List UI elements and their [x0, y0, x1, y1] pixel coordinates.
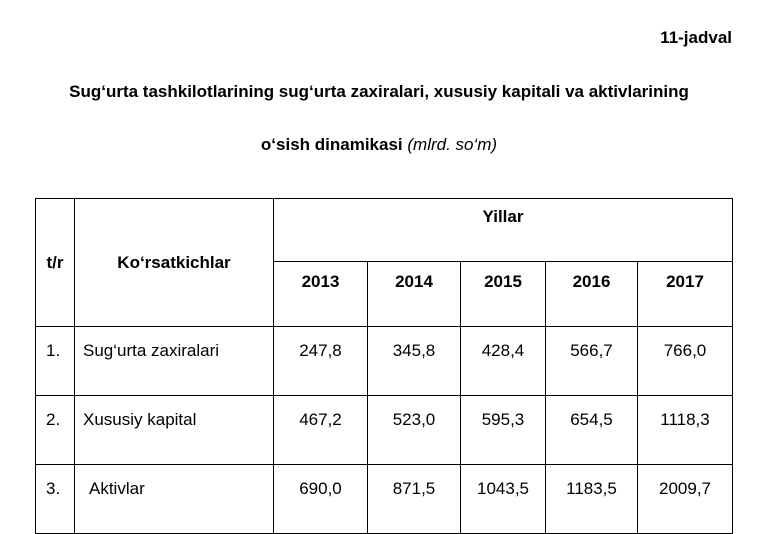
table-number: 11-jadval	[660, 28, 732, 47]
row-value: 690,0	[273, 464, 368, 534]
table-row: 3. Aktivlar 690,0 871,5 1043,5 1183,5 20…	[35, 464, 733, 534]
table-row: 2. Xususiy kapital 467,2 523,0 595,3 654…	[35, 395, 733, 465]
row-indicator: Xususiy kapital	[74, 395, 274, 465]
row-value: 871,5	[367, 464, 461, 534]
row-value: 2009,7	[637, 464, 733, 534]
header-year: 2013	[273, 261, 368, 327]
header-years-group: Yillar	[273, 198, 733, 262]
row-value: 1183,5	[545, 464, 638, 534]
row-indicator: Aktivlar	[74, 464, 274, 534]
row-value: 467,2	[273, 395, 368, 465]
table-title-text: o‘sish dinamikasi	[260, 135, 403, 154]
table-title-line-1: Sug‘urta tashkilotlarining sug‘urta zaxi…	[69, 82, 689, 101]
row-value: 654,5	[545, 395, 638, 465]
row-number: 1.	[35, 326, 75, 396]
data-table: t/r Ko‘rsatkichlar Yillar 2013 2014 2015…	[35, 198, 733, 534]
row-value: 595,3	[460, 395, 546, 465]
row-value: 1043,5	[460, 464, 546, 534]
header-indicators: Ko‘rsatkichlar	[74, 198, 274, 327]
table-title-line-2: o‘sish dinamikasi (mlrd. so‘m)	[0, 135, 758, 155]
row-indicator: Sug‘urta zaxiralari	[74, 326, 274, 396]
row-value: 1118,3	[637, 395, 733, 465]
header-year: 2017	[637, 261, 733, 327]
row-number: 2.	[35, 395, 75, 465]
table-row: 1. Sug‘urta zaxiralari 247,8 345,8 428,4…	[35, 326, 733, 396]
row-value: 566,7	[545, 326, 638, 396]
row-value: 247,8	[273, 326, 368, 396]
table-unit: (mlrd. so‘m)	[407, 135, 498, 154]
header-year: 2015	[460, 261, 546, 327]
row-value: 523,0	[367, 395, 461, 465]
row-value: 766,0	[637, 326, 733, 396]
header-year: 2014	[367, 261, 461, 327]
header-num: t/r	[35, 198, 75, 327]
row-number: 3.	[35, 464, 75, 534]
row-value: 345,8	[367, 326, 461, 396]
row-value: 428,4	[460, 326, 546, 396]
header-year: 2016	[545, 261, 638, 327]
